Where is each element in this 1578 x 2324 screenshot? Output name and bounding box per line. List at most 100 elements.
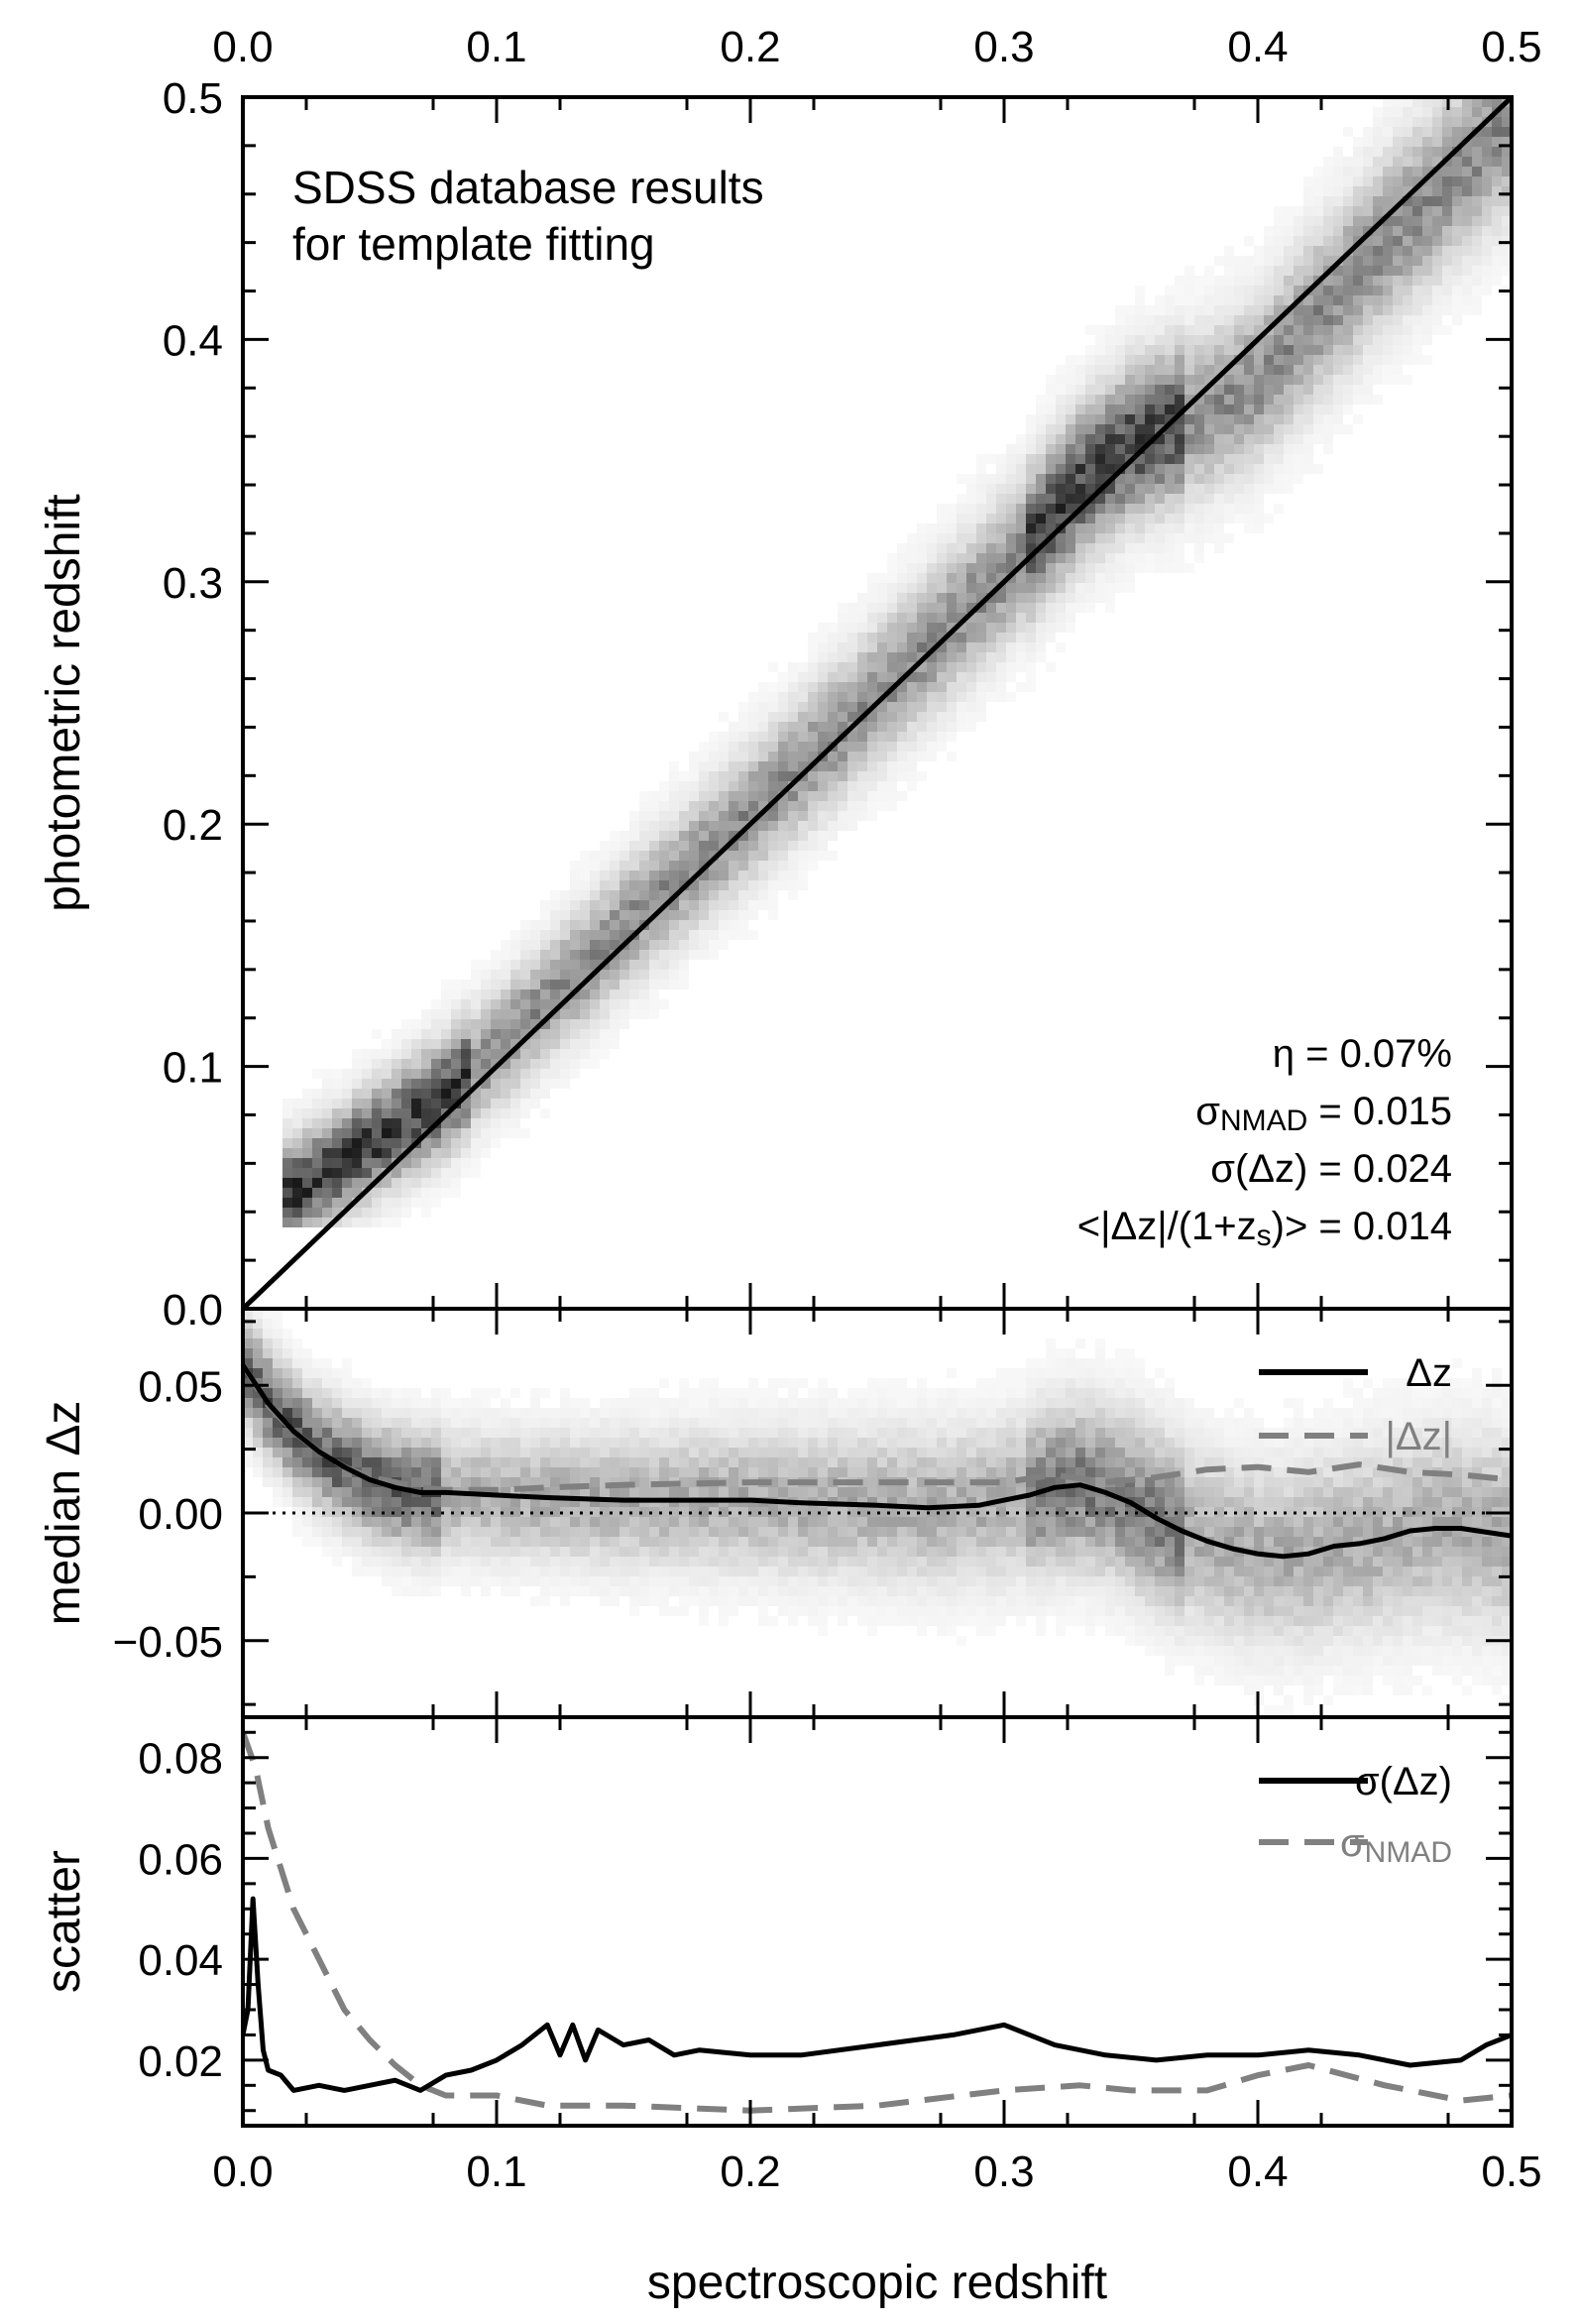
- density-cell: [411, 1059, 421, 1069]
- density-cell: [966, 722, 976, 732]
- density-cell: [907, 1467, 917, 1477]
- density-cell: [679, 970, 689, 980]
- density-cell: [312, 1198, 322, 1208]
- density-cell: [788, 811, 798, 821]
- density-cell: [1333, 424, 1343, 434]
- density-cell: [1214, 295, 1224, 305]
- density-cell: [1492, 236, 1502, 246]
- density-cell: [1373, 345, 1383, 355]
- density-cell: [976, 613, 986, 623]
- density-cell: [1234, 405, 1244, 414]
- density-cell: [808, 1537, 818, 1547]
- density-cell: [808, 732, 818, 742]
- density-cell: [957, 1636, 966, 1646]
- density-cell: [1313, 176, 1323, 186]
- density-cell: [1056, 1487, 1066, 1497]
- density-cell: [937, 1448, 947, 1457]
- density-cell: [1075, 1606, 1085, 1616]
- density-cell: [1373, 157, 1383, 167]
- density-cell: [1244, 464, 1254, 474]
- density-cell: [1075, 1586, 1085, 1596]
- density-cell: [828, 781, 838, 791]
- density-cell: [282, 1358, 292, 1368]
- density-cell: [639, 1576, 649, 1586]
- density-cell: [768, 781, 778, 791]
- density-cell: [629, 1567, 639, 1576]
- density-cell: [550, 1576, 560, 1586]
- density-cell: [1432, 286, 1442, 295]
- density-cell: [778, 1428, 788, 1438]
- density-cell: [937, 583, 947, 593]
- density-cell: [1125, 305, 1135, 315]
- density-cell: [1412, 117, 1422, 127]
- density-cell: [292, 1138, 302, 1148]
- density-cell: [808, 1457, 818, 1467]
- density-cell: [1135, 504, 1145, 514]
- density-cell: [808, 1438, 818, 1448]
- density-cell: [481, 1408, 491, 1418]
- density-cell: [887, 761, 897, 771]
- density-cell: [372, 1049, 382, 1059]
- density-cell: [1323, 276, 1333, 286]
- density-cell: [976, 1467, 986, 1477]
- density-cell: [847, 613, 857, 623]
- density-cell: [411, 1108, 421, 1118]
- density-cell: [382, 1138, 392, 1148]
- density-cell: [1492, 186, 1502, 196]
- density-cell: [1452, 176, 1462, 186]
- density-cell: [719, 791, 729, 801]
- density-cell: [1046, 1338, 1056, 1348]
- density-cell: [877, 722, 887, 732]
- density-cell: [1095, 1576, 1105, 1586]
- density-cell: [699, 1616, 709, 1626]
- density-cell: [1016, 1487, 1026, 1497]
- density-cell: [996, 682, 1006, 692]
- density-cell: [818, 1467, 828, 1477]
- density-cell: [342, 1467, 352, 1477]
- density-cell: [937, 1567, 947, 1576]
- density-cell: [778, 781, 788, 791]
- density-cell: [788, 821, 798, 831]
- density-cell: [1313, 315, 1323, 325]
- density-cell: [1403, 325, 1412, 335]
- density-cell: [996, 1606, 1006, 1616]
- density-cell: [699, 1388, 709, 1398]
- density-cell: [729, 831, 738, 841]
- density-cell: [1125, 1467, 1135, 1477]
- density-cell: [302, 1168, 312, 1178]
- density-cell: [1462, 176, 1472, 186]
- density-cell: [927, 523, 937, 533]
- density-cell: [332, 1218, 342, 1227]
- density-cell: [1036, 573, 1046, 583]
- density-cell: [263, 1368, 273, 1378]
- density-cell: [501, 1507, 510, 1517]
- density-cell: [1115, 1348, 1125, 1358]
- density-cell: [1066, 1487, 1075, 1497]
- density-cell: [927, 633, 937, 642]
- density-cell: [1105, 1596, 1115, 1606]
- density-cell: [382, 1208, 392, 1218]
- density-cell: [342, 1408, 352, 1418]
- density-cell: [758, 1616, 768, 1626]
- density-cell: [1442, 256, 1452, 266]
- density-cell: [481, 1517, 491, 1527]
- density-cell: [887, 623, 897, 633]
- density-cell: [1353, 325, 1363, 335]
- density-cell: [818, 771, 828, 781]
- density-cell: [620, 1576, 629, 1586]
- density-cell: [1412, 137, 1422, 147]
- density-cell: [1403, 246, 1412, 256]
- density-cell: [1452, 256, 1462, 266]
- density-cell: [828, 811, 838, 821]
- density-cell: [362, 1428, 372, 1438]
- density-cell: [540, 970, 550, 980]
- density-cell: [600, 1596, 610, 1606]
- density-cell: [966, 504, 976, 514]
- density-cell: [996, 623, 1006, 633]
- density-cell: [1452, 137, 1462, 147]
- density-cell: [1214, 305, 1224, 315]
- density-cell: [540, 1089, 550, 1099]
- density-cell: [847, 1467, 857, 1477]
- density-cell: [986, 672, 996, 682]
- density-cell: [1165, 315, 1175, 325]
